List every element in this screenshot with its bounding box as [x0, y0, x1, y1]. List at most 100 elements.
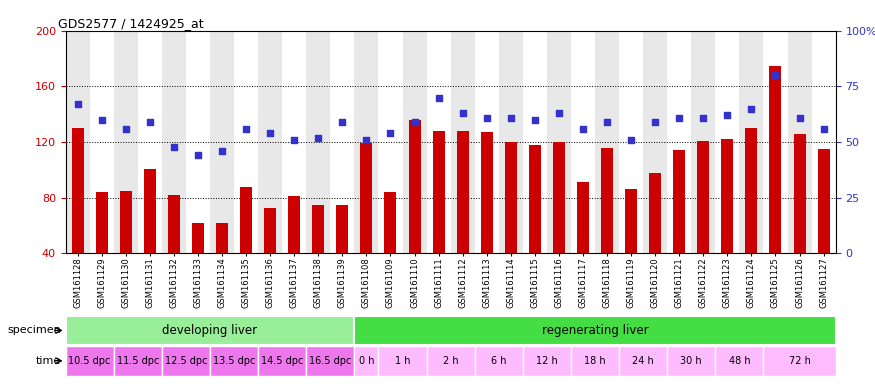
Point: [672, 114, 686, 121]
Bar: [192, 223, 204, 253]
Bar: [216, 223, 228, 253]
Bar: [95, 192, 108, 253]
Point: [431, 94, 445, 101]
Bar: [716, 346, 763, 376]
Point: [263, 130, 277, 136]
Bar: [457, 131, 469, 253]
Point: [816, 126, 830, 132]
Bar: [475, 346, 523, 376]
Bar: [620, 346, 668, 376]
Bar: [697, 141, 710, 253]
Bar: [601, 147, 613, 253]
Bar: [763, 346, 836, 376]
Point: [215, 148, 229, 154]
Bar: [354, 31, 379, 253]
Point: [504, 114, 518, 121]
Bar: [505, 142, 517, 253]
Bar: [764, 31, 788, 253]
Point: [360, 137, 374, 143]
Point: [408, 119, 422, 125]
Point: [600, 119, 614, 125]
Bar: [240, 187, 252, 253]
Bar: [595, 31, 619, 253]
Bar: [788, 31, 812, 253]
Point: [191, 152, 205, 159]
Bar: [312, 205, 325, 253]
Bar: [499, 31, 523, 253]
Bar: [66, 346, 114, 376]
Bar: [162, 346, 210, 376]
Bar: [668, 346, 716, 376]
Bar: [427, 346, 475, 376]
Bar: [746, 128, 758, 253]
Bar: [523, 31, 547, 253]
Text: 48 h: 48 h: [729, 356, 750, 366]
Bar: [475, 31, 499, 253]
Bar: [620, 31, 643, 253]
Bar: [138, 31, 162, 253]
Bar: [668, 31, 691, 253]
Bar: [331, 31, 354, 253]
Text: GDS2577 / 1424925_at: GDS2577 / 1424925_at: [58, 17, 204, 30]
Text: 13.5 dpc: 13.5 dpc: [213, 356, 256, 366]
Point: [456, 110, 470, 116]
Bar: [379, 346, 427, 376]
Bar: [432, 131, 444, 253]
Bar: [528, 145, 541, 253]
Bar: [66, 31, 90, 253]
Point: [287, 137, 301, 143]
Point: [335, 119, 349, 125]
Bar: [114, 346, 162, 376]
Text: 2 h: 2 h: [443, 356, 458, 366]
Bar: [547, 31, 571, 253]
Bar: [794, 134, 806, 253]
Point: [552, 110, 566, 116]
Text: 10.5 dpc: 10.5 dpc: [68, 356, 111, 366]
Text: 11.5 dpc: 11.5 dpc: [116, 356, 159, 366]
Bar: [114, 31, 138, 253]
Point: [576, 126, 590, 132]
Text: 1 h: 1 h: [395, 356, 410, 366]
Point: [71, 101, 85, 107]
Bar: [402, 31, 427, 253]
Text: 6 h: 6 h: [491, 356, 507, 366]
Text: regenerating liver: regenerating liver: [542, 324, 648, 337]
Text: 18 h: 18 h: [584, 356, 605, 366]
Text: 72 h: 72 h: [788, 356, 810, 366]
Bar: [210, 346, 258, 376]
Text: 12 h: 12 h: [536, 356, 557, 366]
Text: time: time: [36, 356, 61, 366]
Point: [768, 72, 782, 78]
Bar: [427, 31, 451, 253]
Text: 16.5 dpc: 16.5 dpc: [309, 356, 352, 366]
Point: [312, 134, 326, 141]
Text: 30 h: 30 h: [681, 356, 702, 366]
Bar: [66, 316, 354, 345]
Bar: [451, 31, 475, 253]
Bar: [721, 139, 733, 253]
Bar: [72, 128, 84, 253]
Text: 12.5 dpc: 12.5 dpc: [164, 356, 207, 366]
Bar: [90, 31, 114, 253]
Bar: [162, 31, 186, 253]
Point: [143, 119, 157, 125]
Point: [720, 112, 734, 118]
Bar: [553, 142, 565, 253]
Bar: [577, 182, 589, 253]
Bar: [264, 207, 276, 253]
Text: 0 h: 0 h: [359, 356, 374, 366]
Bar: [649, 173, 662, 253]
Point: [624, 137, 638, 143]
Point: [167, 144, 181, 150]
Bar: [643, 31, 668, 253]
Bar: [673, 151, 685, 253]
Bar: [258, 346, 306, 376]
Bar: [144, 169, 156, 253]
Point: [383, 130, 397, 136]
Bar: [409, 120, 421, 253]
Point: [648, 119, 662, 125]
Bar: [210, 31, 235, 253]
Text: specimen: specimen: [8, 325, 61, 336]
Bar: [168, 195, 180, 253]
Text: 14.5 dpc: 14.5 dpc: [261, 356, 304, 366]
